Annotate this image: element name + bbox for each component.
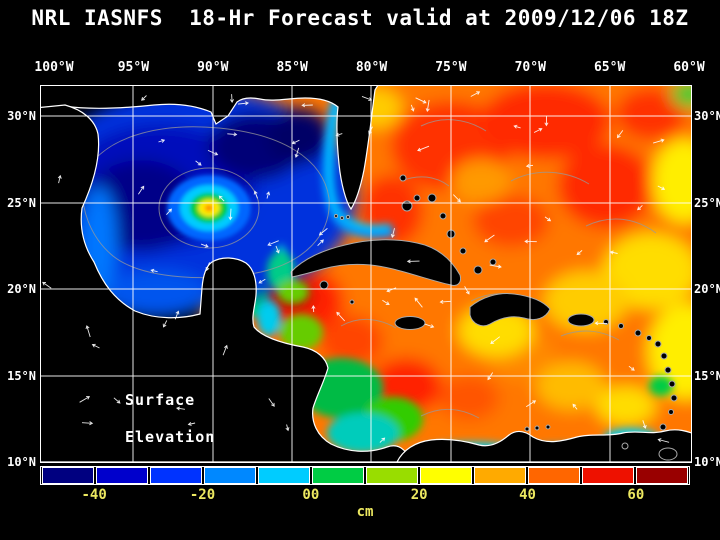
lat-tick-label: 30°N <box>694 109 720 123</box>
island-puerto-rico <box>567 313 595 327</box>
lon-tick-label: 90°W <box>197 60 229 75</box>
colorbar-tick-label: 40 <box>519 487 536 503</box>
land-north-america <box>41 86 379 211</box>
lat-tick-label: 25°N <box>7 195 36 210</box>
map: Surface Elevation <box>40 85 692 463</box>
field-label: Surface Elevation <box>125 382 215 456</box>
lat-tick-label: 15°N <box>7 368 36 383</box>
lon-tick-label: 100°W <box>34 60 74 75</box>
lat-tick-label: 30°N <box>7 109 36 123</box>
colorbar-segment <box>150 467 202 484</box>
island-cuba <box>290 239 461 286</box>
colorbar-segment <box>636 467 688 484</box>
colorbar-segment <box>42 467 94 484</box>
land-south-america <box>396 429 691 462</box>
island-jamaica <box>394 316 426 330</box>
plot-title: NRL IASNFS 18-Hr Forecast valid at 2009/… <box>31 6 689 30</box>
colorbar-tick-label: -40 <box>81 487 107 503</box>
lat-tick-label: 15°N <box>694 368 720 383</box>
lon-tick-label: 95°W <box>117 60 150 75</box>
colorbar <box>40 466 690 485</box>
lat-tick-label: 25°N <box>694 195 720 210</box>
island-trinidad <box>658 447 678 461</box>
lat-tick-label: 20°N <box>694 282 720 296</box>
current-arrows <box>42 91 670 443</box>
colorbar-segment <box>582 467 634 484</box>
map-canvas <box>41 86 691 462</box>
lat-axis-right: 30°N 25°N 20°N 15°N 10°N <box>694 86 720 469</box>
colorbar-segment <box>258 467 310 484</box>
colorbar-segment <box>420 467 472 484</box>
colorbar-tick-label: -20 <box>189 487 216 503</box>
loop-current-band <box>267 98 395 304</box>
colorbar-segment <box>528 467 580 484</box>
lon-tick-label: 85°W <box>276 60 308 75</box>
field-label-line1: Surface <box>125 391 196 409</box>
grid-lines <box>41 86 691 462</box>
colorbar-tick-label: 60 <box>627 487 645 503</box>
colorbar-segment <box>96 467 148 484</box>
gulf-eddy <box>167 175 251 241</box>
lat-tick-label: 20°N <box>7 282 36 296</box>
lon-tick-label: 75°W <box>435 60 467 75</box>
colorbar-segment <box>204 467 256 484</box>
colorbar-tick-label: 00 <box>302 487 320 503</box>
lat-tick-label: 10°N <box>7 455 36 469</box>
lon-axis: 100°W 95°W 90°W 85°W 80°W 75°W 70°W 65°W 60°W <box>34 60 704 78</box>
lat-axis-left: 30°N 25°N 20°N 15°N 10°N <box>4 86 38 469</box>
lon-tick-label: 65°W <box>593 60 626 75</box>
colorbar-unit-label: cm <box>356 504 374 520</box>
lon-tick-label: 70°W <box>514 60 546 75</box>
colorbar-tick-label: 20 <box>410 487 428 503</box>
colorbar-segment <box>312 467 364 484</box>
colorbar-segment <box>366 467 418 484</box>
colorbar-ticks: -40 -20 00 20 40 60 <box>40 487 690 503</box>
field-label-line2: Elevation <box>125 428 216 446</box>
colorbar-segment <box>474 467 526 484</box>
lon-tick-label: 80°W <box>355 60 388 75</box>
lon-tick-label: 60°W <box>673 60 705 75</box>
lat-tick-label: 10°N <box>694 455 720 469</box>
